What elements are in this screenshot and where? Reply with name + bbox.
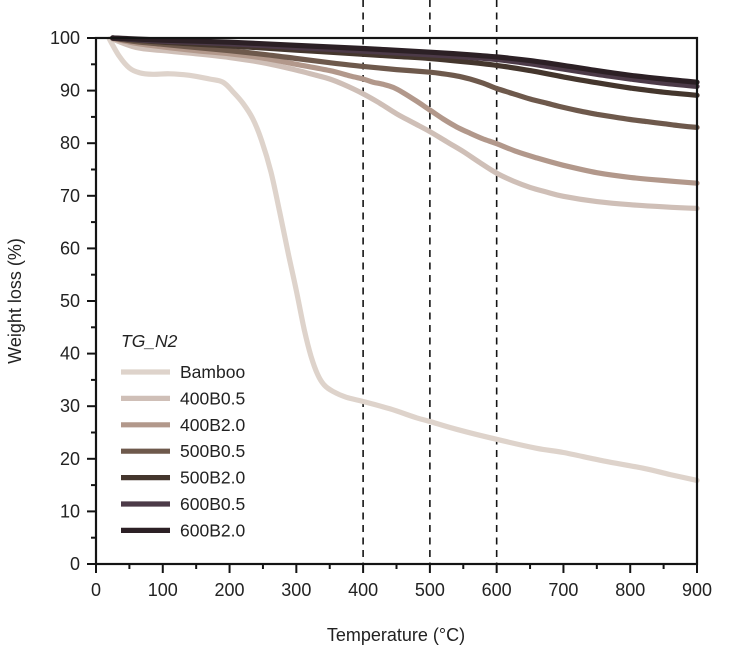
legend-items: Bamboo 400B0.5 400B2.0 500B0.5 500B2.0 600B0.… [121, 362, 245, 540]
legend-label-400B0.5: 400B0.5 [180, 388, 245, 408]
y-tick-label-20: 20 [60, 449, 80, 469]
x-axis-title: Temperature (°C) [327, 625, 465, 645]
x-tick-label-200: 200 [215, 580, 245, 600]
legend-label-600B0.5: 600B0.5 [180, 494, 245, 514]
curve-500B0.5 [110, 35, 700, 130]
x-axis: 0 100 200 300 400 500 600 700 800 900 [91, 564, 712, 600]
y-tick-label-90: 90 [60, 81, 80, 101]
legend-label-400B2.0: 400B2.0 [180, 415, 245, 435]
y-tick-label-60: 60 [60, 238, 80, 258]
curve-400B0.5 [110, 36, 700, 211]
legend-item-400B0.5: 400B0.5 [121, 388, 245, 408]
legend-label-500B0.5: 500B0.5 [180, 441, 245, 461]
legend-title: TG_N2 [121, 331, 178, 351]
x-tick-label-100: 100 [148, 580, 178, 600]
curve-600B2.0 [110, 35, 700, 85]
legend-item-600B0.5: 600B0.5 [121, 494, 245, 514]
y-tick-label-80: 80 [60, 133, 80, 153]
x-tick-label-700: 700 [548, 580, 578, 600]
y-axis: 0 10 20 30 40 50 60 70 80 90 100 [50, 28, 96, 574]
legend-item-400B2.0: 400B2.0 [121, 415, 245, 435]
legend: TG_N2 Bamboo 400B0.5 400B2.0 500B0.5 500B2.0… [121, 331, 245, 540]
x-tick-label-300: 300 [281, 580, 311, 600]
curve-Bamboo [106, 36, 700, 483]
y-axis-title: Weight loss (%) [5, 238, 25, 364]
x-tick-label-500: 500 [415, 580, 445, 600]
legend-item-500B2.0: 500B2.0 [121, 468, 245, 488]
curves [106, 35, 700, 483]
y-tick-label-30: 30 [60, 396, 80, 416]
legend-item-500B0.5: 500B0.5 [121, 441, 245, 461]
legend-item-600B2.0: 600B2.0 [121, 520, 245, 540]
y-tick-label-100: 100 [50, 28, 80, 48]
curve-500B2.0 [110, 35, 700, 98]
y-tick-label-40: 40 [60, 344, 80, 364]
y-tick-label-50: 50 [60, 291, 80, 311]
curve-400B2.0 [110, 35, 700, 186]
y-tick-label-10: 10 [60, 501, 80, 521]
legend-label-500B2.0: 500B2.0 [180, 468, 245, 488]
y-tick-label-70: 70 [60, 186, 80, 206]
x-tick-label-400: 400 [348, 580, 378, 600]
legend-label-Bamboo: Bamboo [180, 362, 245, 382]
x-tick-label-900: 900 [682, 580, 712, 600]
x-tick-label-800: 800 [615, 580, 645, 600]
y-tick-label-0: 0 [70, 554, 80, 574]
legend-item-Bamboo: Bamboo [121, 362, 245, 382]
legend-label-600B2.0: 600B2.0 [180, 520, 245, 540]
x-tick-label-0: 0 [91, 580, 101, 600]
x-tick-label-600: 600 [482, 580, 512, 600]
